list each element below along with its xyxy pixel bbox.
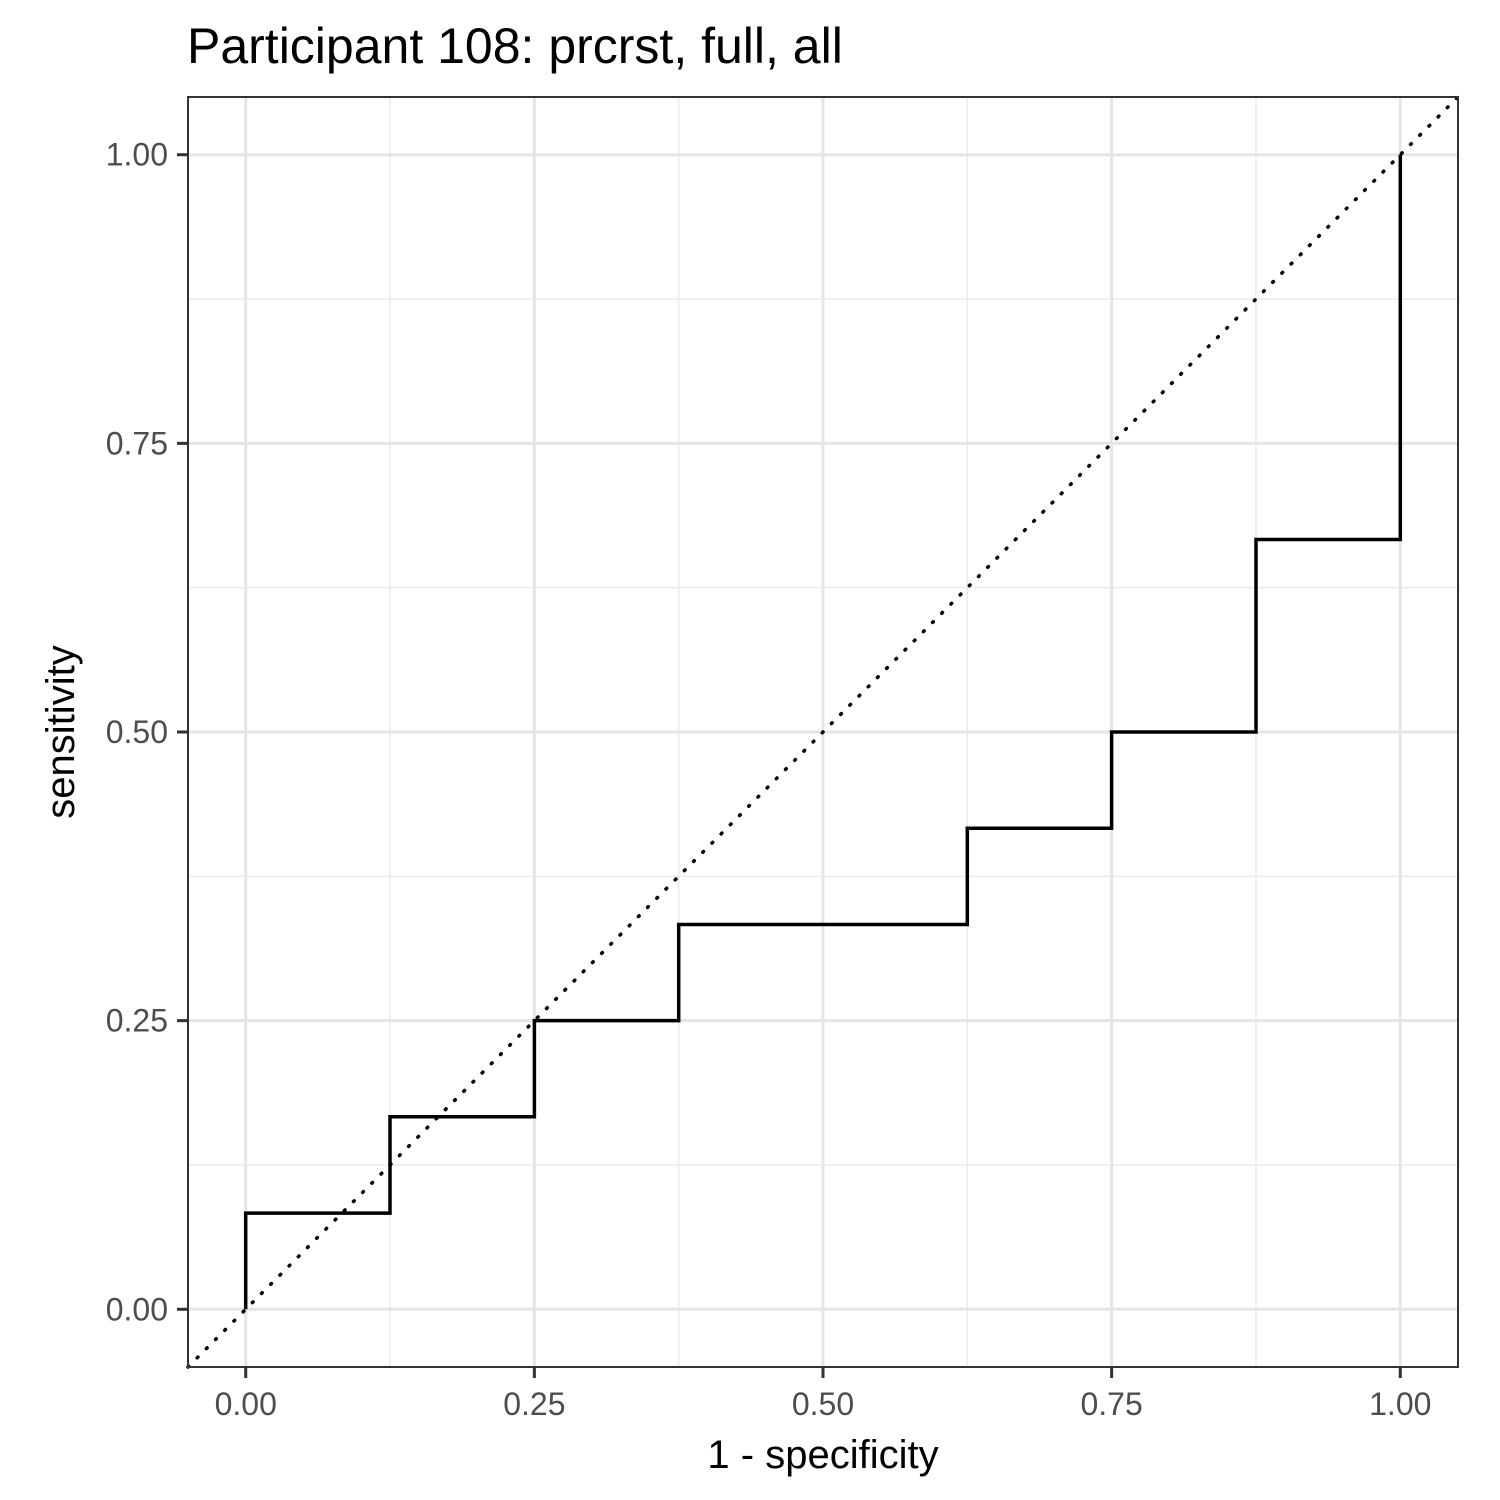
y-tick-label: 0.25 [106, 1003, 168, 1039]
reference-diagonal-layer [186, 95, 1460, 1369]
x-tick-label: 0.50 [792, 1386, 854, 1422]
y-tick-label: 1.00 [106, 137, 168, 173]
y-tick-label: 0.00 [106, 1291, 168, 1327]
y-tick-label: 0.50 [106, 714, 168, 750]
x-axis-ticks: 0.00 0.25 0.50 0.75 1.00 [215, 1367, 1431, 1422]
x-tick-label: 0.25 [503, 1386, 565, 1422]
x-axis-title: 1 - specificity [707, 1433, 938, 1477]
y-tick-label: 0.75 [106, 425, 168, 461]
y-axis-ticks: 0.00 0.25 0.50 0.75 1.00 [106, 137, 188, 1327]
chart-title: Participant 108: prcrst, full, all [187, 18, 843, 74]
x-tick-label: 1.00 [1369, 1386, 1431, 1422]
x-tick-label: 0.00 [215, 1386, 277, 1422]
reference-diagonal-line [186, 95, 1460, 1369]
y-axis-title: sensitivity [39, 645, 83, 818]
series-layer [243, 154, 1403, 1310]
x-tick-label: 0.75 [1080, 1386, 1142, 1422]
roc-step-line [243, 154, 1403, 1310]
